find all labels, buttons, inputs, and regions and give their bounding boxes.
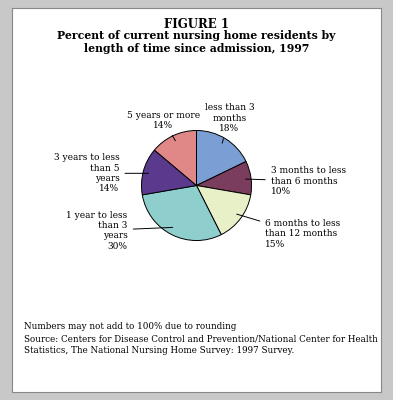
Text: 1 year to less
than 3
years
30%: 1 year to less than 3 years 30% (66, 210, 173, 251)
Text: Percent of current nursing home residents by
length of time since admission, 199: Percent of current nursing home resident… (57, 30, 336, 54)
Wedge shape (142, 186, 221, 240)
Wedge shape (196, 186, 251, 235)
Text: Numbers may not add to 100% due to rounding: Numbers may not add to 100% due to round… (24, 322, 236, 331)
Wedge shape (196, 130, 246, 186)
Wedge shape (196, 162, 252, 195)
Text: FIGURE 1: FIGURE 1 (164, 18, 229, 31)
Text: 5 years or more
14%: 5 years or more 14% (127, 111, 200, 141)
Text: 3 years to less
than 5
years
14%: 3 years to less than 5 years 14% (54, 153, 149, 194)
Text: 6 months to less
than 12 months
15%: 6 months to less than 12 months 15% (237, 214, 340, 249)
Wedge shape (154, 130, 196, 186)
Text: Source: Centers for Disease Control and Prevention/National Center for Health: Source: Centers for Disease Control and … (24, 334, 377, 343)
Text: 3 months to less
than 6 months
10%: 3 months to less than 6 months 10% (246, 166, 346, 196)
Wedge shape (141, 150, 196, 195)
Text: less than 3
months
18%: less than 3 months 18% (205, 104, 254, 143)
Text: Statistics, The National Nursing Home Survey: 1997 Survey.: Statistics, The National Nursing Home Su… (24, 346, 294, 355)
